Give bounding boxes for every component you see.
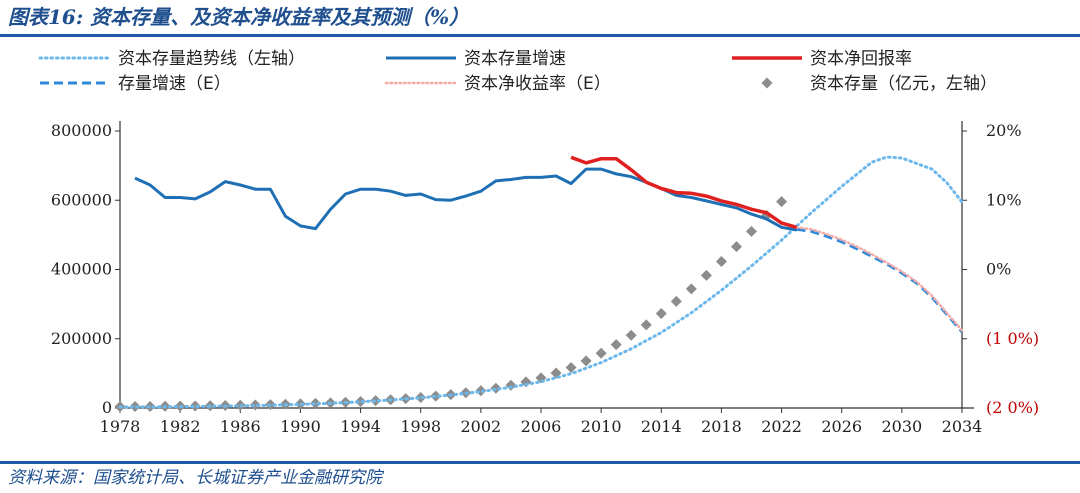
footer-rule — [0, 461, 1080, 464]
figure-title: 图表16: 资本存量、及资本净收益率及其预测（%） — [8, 5, 470, 29]
x-tick-label: 2026 — [821, 417, 862, 436]
capital-stock-point — [415, 391, 427, 403]
capital-stock-point — [700, 269, 712, 281]
left-tick-label: 800000 — [51, 121, 112, 140]
capital-stock-point — [685, 283, 697, 295]
return-forecast-line — [795, 226, 964, 332]
capital-stock-point — [249, 399, 261, 411]
left-tick-label: 0 — [102, 398, 112, 417]
legend-diamond-icon — [761, 77, 773, 89]
capital-stock-point — [505, 379, 517, 391]
legend-label: 资本净回报率 — [810, 49, 912, 69]
capital-stock-point — [565, 361, 577, 373]
x-tick-label: 1978 — [100, 417, 141, 436]
left-tick-label: 200000 — [51, 329, 112, 348]
right-tick-label: 10% — [986, 190, 1022, 209]
legend-item: 存量增速（E） — [40, 74, 231, 94]
right-tick-label: 0% — [986, 260, 1011, 279]
legend-label: 资本存量增速 — [464, 49, 566, 69]
legend-label: 资本存量（亿元，左轴） — [810, 74, 997, 94]
legend-item: 资本存量趋势线（左轴） — [38, 49, 305, 69]
x-tick-label: 1982 — [160, 417, 201, 436]
x-tick-label: 1994 — [340, 417, 381, 436]
x-tick-label: 2014 — [641, 417, 682, 436]
legend-item: 资本存量（亿元，左轴） — [761, 74, 997, 94]
x-tick-label: 1986 — [220, 417, 261, 436]
trend-line — [118, 155, 964, 409]
legend-item: 资本净收益率（E） — [384, 74, 611, 94]
capital-stock-point — [730, 241, 742, 253]
legend-item: 资本净回报率 — [732, 49, 912, 69]
x-tick-label: 2030 — [881, 417, 922, 436]
capital-stock-point — [580, 355, 592, 367]
capital-stock-point — [640, 319, 652, 331]
capital-stock-point — [610, 339, 622, 351]
right-tick-label: (1 0%) — [986, 329, 1039, 348]
capital-stock-point — [595, 347, 607, 359]
right-tick-label: (2 0%) — [986, 398, 1039, 417]
x-tick-label: 1998 — [400, 417, 441, 436]
x-tick-label: 1990 — [280, 417, 321, 436]
left-tick-label: 600000 — [51, 190, 112, 209]
capital-stock-point — [189, 400, 201, 412]
x-tick-label: 2022 — [761, 417, 802, 436]
legend-label: 资本净收益率（E） — [464, 74, 611, 94]
growth-forecast-line — [796, 227, 964, 333]
x-tick-label: 2018 — [701, 417, 742, 436]
capital-stock-point — [670, 295, 682, 307]
header-rule — [0, 34, 1080, 37]
x-tick-label: 2006 — [521, 417, 562, 436]
legend-label: 资本存量趋势线（左轴） — [118, 49, 305, 69]
capital-stock-point — [776, 196, 788, 208]
x-tick-label: 2010 — [581, 417, 622, 436]
legend-label: 存量增速（E） — [118, 74, 231, 94]
growth-line — [134, 167, 797, 232]
x-tick-label: 2002 — [460, 417, 501, 436]
return-line — [570, 155, 798, 229]
capital-stock-point — [625, 329, 637, 341]
legend-item: 资本存量增速 — [386, 49, 566, 69]
plot-area: 0 200000 400000 600000 800000 (2 0%) (1 0%) 0% 1… — [51, 121, 1039, 436]
left-tick-label: 400000 — [51, 260, 112, 279]
x-tick-label: 2034 — [942, 417, 983, 436]
capital-stock-point — [475, 385, 487, 397]
capital-stock-point — [309, 397, 321, 409]
capital-stock-point — [715, 256, 727, 268]
source-note: 资料来源：国家统计局、长城证券产业金融研究院 — [8, 468, 382, 488]
capital-stock-point — [655, 307, 667, 319]
capital-stock-point — [129, 401, 141, 413]
capital-stock-point — [746, 225, 757, 237]
right-tick-label: 20% — [986, 121, 1022, 140]
